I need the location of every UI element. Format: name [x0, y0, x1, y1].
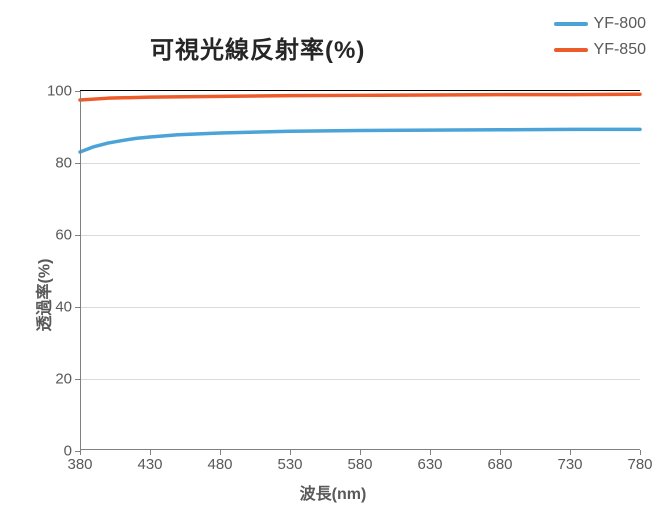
x-tick-mark — [80, 450, 81, 455]
gridline-h — [80, 235, 640, 236]
x-tick-mark — [500, 450, 501, 455]
x-tick-mark — [640, 450, 641, 455]
chart-header: 可視光線反射率(%) YF-800 YF-850 — [0, 15, 666, 75]
x-tick-label: 480 — [207, 456, 232, 473]
chart-area: 透過率(%) 波長(nm) 02040608010038043048053058… — [0, 80, 666, 510]
gridline-h — [80, 379, 640, 380]
x-tick-label: 580 — [347, 456, 372, 473]
x-tick-label: 530 — [277, 456, 302, 473]
y-tick-label: 100 — [47, 83, 72, 100]
y-tick-label: 40 — [55, 299, 72, 316]
x-tick-mark — [570, 450, 571, 455]
x-tick-mark — [360, 450, 361, 455]
legend-item-yf800: YF-800 — [554, 15, 646, 33]
legend-swatch-yf800 — [554, 22, 588, 26]
x-tick-label: 430 — [137, 456, 162, 473]
x-tick-mark — [430, 450, 431, 455]
y-axis-label: 透過率(%) — [30, 259, 54, 332]
x-tick-mark — [220, 450, 221, 455]
x-axis-label: 波長(nm) — [300, 480, 367, 504]
legend-label-yf850: YF-850 — [594, 41, 646, 59]
x-tick-label: 730 — [557, 456, 582, 473]
x-tick-label: 780 — [627, 456, 652, 473]
y-tick-label: 80 — [55, 155, 72, 172]
gridline-h — [80, 163, 640, 164]
x-tick-label: 680 — [487, 456, 512, 473]
series-line-yf-800 — [80, 129, 640, 152]
y-tick-label: 60 — [55, 227, 72, 244]
plot-region: 020406080100380430480530580630680730780 — [80, 90, 640, 450]
legend: YF-800 YF-850 — [554, 15, 646, 67]
gridline-h — [80, 307, 640, 308]
x-tick-label: 380 — [67, 456, 92, 473]
y-tick-label: 20 — [55, 371, 72, 388]
x-axis-line — [80, 449, 640, 450]
y-axis-line — [80, 91, 81, 450]
legend-label-yf800: YF-800 — [594, 15, 646, 33]
x-tick-mark — [290, 450, 291, 455]
series-line-yf-850 — [80, 94, 640, 100]
legend-swatch-yf850 — [554, 48, 588, 52]
legend-item-yf850: YF-850 — [554, 41, 646, 59]
chart-title: 可視光線反射率(%) — [150, 30, 365, 65]
line-series-svg — [80, 91, 640, 450]
x-tick-label: 630 — [417, 456, 442, 473]
x-tick-mark — [150, 450, 151, 455]
